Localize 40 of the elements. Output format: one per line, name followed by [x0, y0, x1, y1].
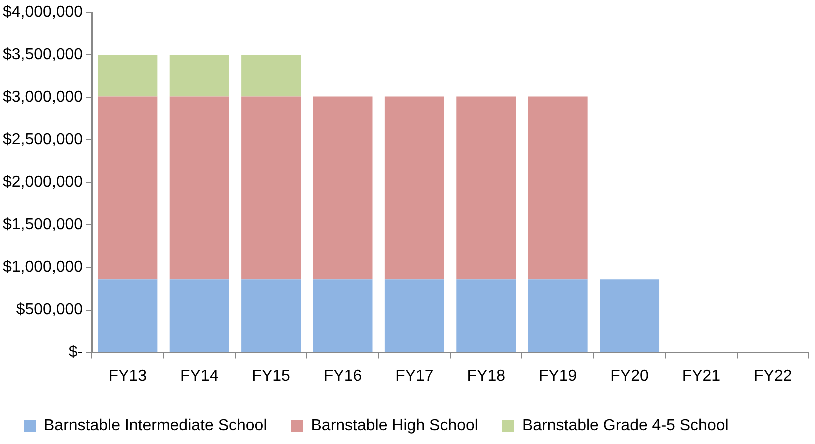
- bar: [384, 280, 444, 352]
- bar: [456, 280, 516, 352]
- legend-label: Barnstable Intermediate School: [44, 417, 268, 434]
- bar: [528, 280, 588, 352]
- x-tick-label: FY17: [396, 368, 434, 385]
- legend-label: Barnstable High School: [311, 417, 478, 434]
- y-tick-label: $4,000,000: [3, 4, 84, 22]
- x-tick-label: FY15: [252, 368, 291, 385]
- x-tick-label: FY21: [682, 368, 721, 385]
- bar: [600, 280, 660, 352]
- bar: [98, 96, 158, 280]
- bar: [456, 96, 516, 280]
- y-tick-label: $1,500,000: [3, 216, 84, 234]
- bar: [242, 55, 302, 97]
- x-tick-label: FY18: [467, 368, 506, 385]
- x-tick-label: FY19: [538, 368, 578, 385]
- bar: [242, 280, 302, 352]
- bar: [170, 280, 230, 352]
- bar: [313, 280, 373, 352]
- y-tick-label: $1,000,000: [3, 259, 84, 276]
- bar: [528, 96, 588, 280]
- y-tick-label: $-: [68, 344, 84, 362]
- y-tick-label: $500,000: [16, 302, 84, 319]
- bar: [170, 96, 230, 280]
- x-tick-label: FY14: [180, 368, 219, 385]
- bar: [313, 96, 373, 280]
- x-tick-label: FY22: [754, 368, 792, 385]
- bar: [98, 55, 158, 97]
- y-tick-label: $3,500,000: [3, 46, 84, 64]
- x-tick-label: FY16: [324, 368, 362, 385]
- bar: [384, 96, 444, 280]
- bar: [98, 280, 158, 352]
- bar: [170, 55, 230, 97]
- legend-label: Barnstable Grade 4-5 School: [522, 417, 729, 434]
- bar: [242, 96, 302, 280]
- y-tick-label: $2,000,000: [3, 174, 84, 192]
- x-tick-label: FY13: [108, 368, 148, 385]
- y-tick-label: $2,500,000: [3, 132, 84, 149]
- y-tick-label: $3,000,000: [3, 89, 84, 106]
- x-tick-label: FY20: [610, 368, 649, 385]
